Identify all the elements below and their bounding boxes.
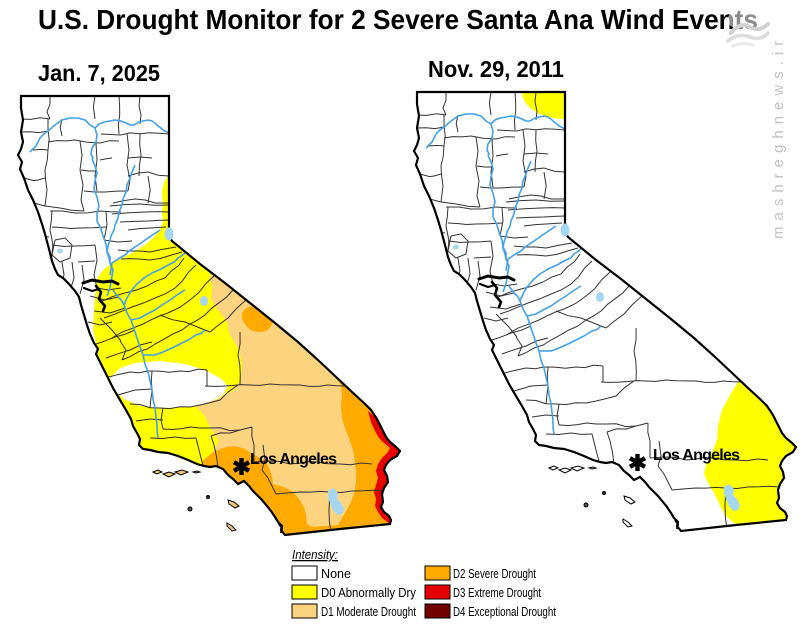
svg-text:Intensity:: Intensity: [292,547,338,562]
svg-text:None: None [321,566,351,581]
svg-text:D3 Extreme Drought: D3 Extreme Drought [453,585,541,600]
svg-text:D2 Severe Drought: D2 Severe Drought [453,566,536,581]
svg-text:U.S. Drought Monitor for 2 Sev: U.S. Drought Monitor for 2 Severe Santa … [38,4,758,35]
svg-text:D4 Exceptional Drought: D4 Exceptional Drought [453,604,556,619]
svg-text:Los Angeles: Los Angeles [250,451,337,468]
svg-text:Los Angeles: Los Angeles [653,447,740,464]
svg-text:mashreghnews.ir: mashreghnews.ir [770,35,787,239]
svg-text:Jan. 7, 2025: Jan. 7, 2025 [38,60,160,86]
svg-text:Nov. 29, 2011: Nov. 29, 2011 [428,56,564,82]
svg-text:D0 Abnormally Dry: D0 Abnormally Dry [321,585,416,600]
svg-text:D1 Moderate Drought: D1 Moderate Drought [321,604,416,619]
